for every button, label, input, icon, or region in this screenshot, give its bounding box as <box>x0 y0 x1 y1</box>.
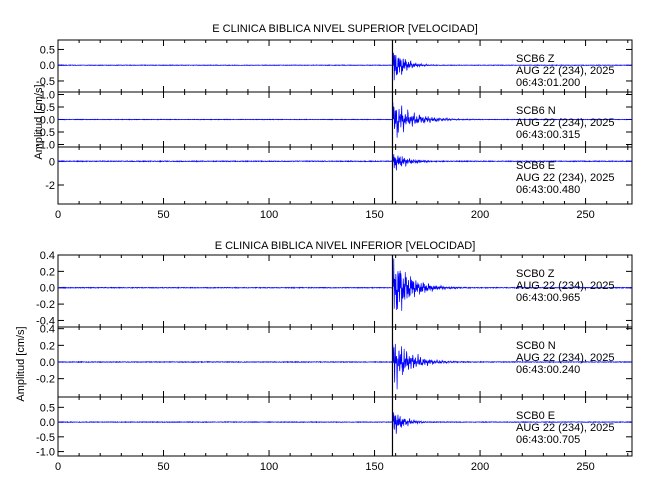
x-tick-label: 250 <box>576 461 594 473</box>
waveform-trace <box>57 343 633 390</box>
date-label: AUG 22 (234), 2025 <box>516 117 614 129</box>
waveform-trace <box>57 412 633 434</box>
panel-frame <box>57 146 633 205</box>
y-tick-label: -0.2 <box>36 299 55 311</box>
station-label: SCB0 E <box>516 410 555 422</box>
y-tick-label: 0.5 <box>40 402 55 414</box>
station-label: SCB6 Z <box>516 53 555 65</box>
x-tick-label: 150 <box>365 461 383 473</box>
waveform-trace <box>57 154 633 171</box>
y-tick-label: -1.0 <box>36 447 55 459</box>
y-tick-label: -0.5 <box>36 76 55 88</box>
x-tick-label: 250 <box>576 209 594 221</box>
x-tick-label: 100 <box>260 461 278 473</box>
time-label: 06:43:01.200 <box>516 77 580 89</box>
y-tick-label: 0.2 <box>40 266 55 278</box>
y-tick-label: -0.4 <box>36 315 55 327</box>
y-tick-label: -0.5 <box>36 432 55 444</box>
y-tick-label: 0.4 <box>40 250 55 262</box>
x-tick-label: 100 <box>260 209 278 221</box>
block-title-superior: E CLINICA BIBLICA NIVEL SUPERIOR [VELOCI… <box>212 23 478 35</box>
x-tick-label: 50 <box>157 461 169 473</box>
date-label: AUG 22 (234), 2025 <box>516 280 614 292</box>
station-label: SCB0 Z <box>516 268 555 280</box>
panel-frame <box>57 396 633 457</box>
time-label: 06:43:00.240 <box>516 364 580 376</box>
station-label: SCB6 N <box>516 105 556 117</box>
y-tick-label: 0.5 <box>40 102 55 114</box>
y-tick-label: 1.0 <box>40 90 55 102</box>
time-label: 06:43:00.705 <box>516 434 580 446</box>
time-label: 06:43:00.315 <box>516 129 580 141</box>
time-label: 06:43:00.480 <box>516 184 580 196</box>
y-tick-label: 0.2 <box>40 340 55 352</box>
x-tick-label: 200 <box>471 209 489 221</box>
x-tick-label: 0 <box>55 461 61 473</box>
x-tick-label: 200 <box>471 461 489 473</box>
waveform-trace <box>57 102 633 138</box>
y-tick-label: -0.2 <box>36 374 55 386</box>
y-tick-label: 0.0 <box>40 60 55 72</box>
ylabel-superior: Amplitud [cm/s] <box>33 84 45 159</box>
time-label: 06:43:00.965 <box>516 292 580 304</box>
y-tick-label: 0 <box>49 156 55 168</box>
y-tick-label: -0.5 <box>36 127 55 139</box>
x-tick-label: 150 <box>365 209 383 221</box>
station-label: SCB6 E <box>516 160 555 172</box>
date-label: AUG 22 (234), 2025 <box>516 352 614 364</box>
date-label: AUG 22 (234), 2025 <box>516 65 614 77</box>
y-tick-label: 0.0 <box>40 115 55 127</box>
date-label: AUG 22 (234), 2025 <box>516 422 614 434</box>
y-tick-label: 0.0 <box>40 283 55 295</box>
x-tick-label: 50 <box>157 209 169 221</box>
y-tick-label: 0.0 <box>40 417 55 429</box>
x-tick-label: 0 <box>55 209 61 221</box>
y-tick-label: 0.0 <box>40 357 55 369</box>
station-label: SCB0 N <box>516 340 556 352</box>
y-tick-label: -1.0 <box>36 140 55 152</box>
waveform-trace <box>57 52 633 81</box>
y-tick-label: 0.4 <box>40 324 55 336</box>
ylabel-inferior: Amplitud [cm/s] <box>15 326 27 401</box>
date-label: AUG 22 (234), 2025 <box>516 172 614 184</box>
block-title-inferior: E CLINICA BIBLICA NIVEL INFERIOR [VELOCI… <box>215 240 476 252</box>
y-tick-label: -2 <box>45 180 55 192</box>
y-tick-label: 0.5 <box>40 44 55 56</box>
waveform-trace <box>57 258 633 311</box>
